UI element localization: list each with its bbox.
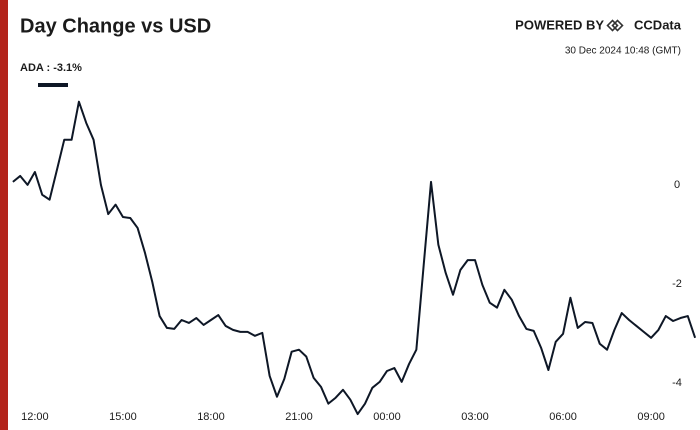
y-tick-label: 0 [674, 179, 680, 191]
y-tick-label: -2 [672, 278, 682, 290]
brand-name: CCData [634, 17, 682, 32]
x-tick-label: 03:00 [461, 411, 489, 423]
brand-logo [606, 19, 624, 32]
y-tick-label: -4 [672, 377, 682, 389]
series-line [12, 100, 697, 416]
accent-bar [0, 0, 8, 430]
x-tick-label: 12:00 [21, 411, 49, 423]
x-tick-label: 18:00 [197, 411, 225, 423]
legend-label: ADA : -3.1% [20, 62, 82, 74]
x-tick-label: 09:00 [637, 411, 665, 423]
x-tick-label: 06:00 [549, 411, 577, 423]
x-tick-label: 15:00 [109, 411, 137, 423]
branding: POWERED BY [515, 17, 604, 32]
timestamp: 30 Dec 2024 10:48 (GMT) [565, 46, 681, 57]
chart-title: Day Change vs USD [20, 15, 211, 37]
x-tick-label: 00:00 [373, 411, 401, 423]
x-tick-label: 21:00 [285, 411, 313, 423]
